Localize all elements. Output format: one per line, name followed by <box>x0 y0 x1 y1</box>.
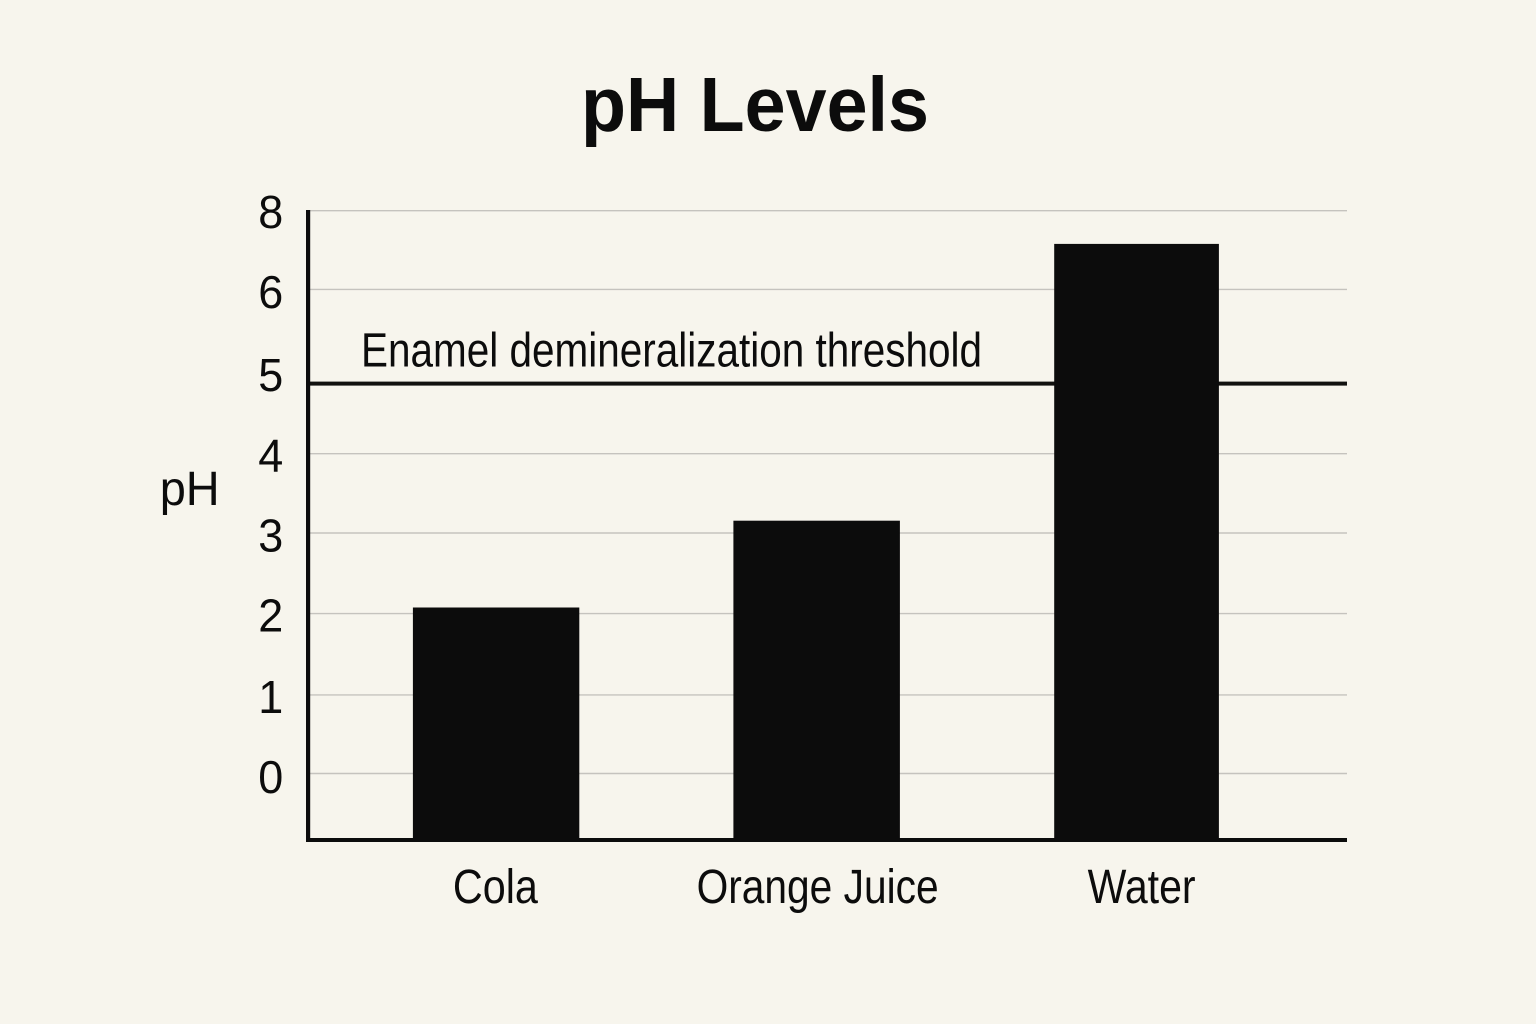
svg-text:8: 8 <box>258 186 283 238</box>
svg-text:1: 1 <box>258 671 283 723</box>
svg-text:Enamel demineralization thresh: Enamel demineralization threshold <box>361 325 982 378</box>
svg-text:5: 5 <box>258 349 283 401</box>
svg-text:pH: pH <box>160 463 220 516</box>
svg-text:6: 6 <box>258 266 283 318</box>
svg-text:Orange Juice: Orange Juice <box>697 861 939 914</box>
svg-text:Cola: Cola <box>453 861 538 914</box>
svg-text:pH Levels: pH Levels <box>581 62 929 148</box>
svg-text:2: 2 <box>258 589 283 641</box>
svg-text:Water: Water <box>1088 861 1196 914</box>
svg-text:3: 3 <box>258 509 283 561</box>
svg-text:0: 0 <box>258 751 283 803</box>
svg-text:4: 4 <box>258 430 283 482</box>
